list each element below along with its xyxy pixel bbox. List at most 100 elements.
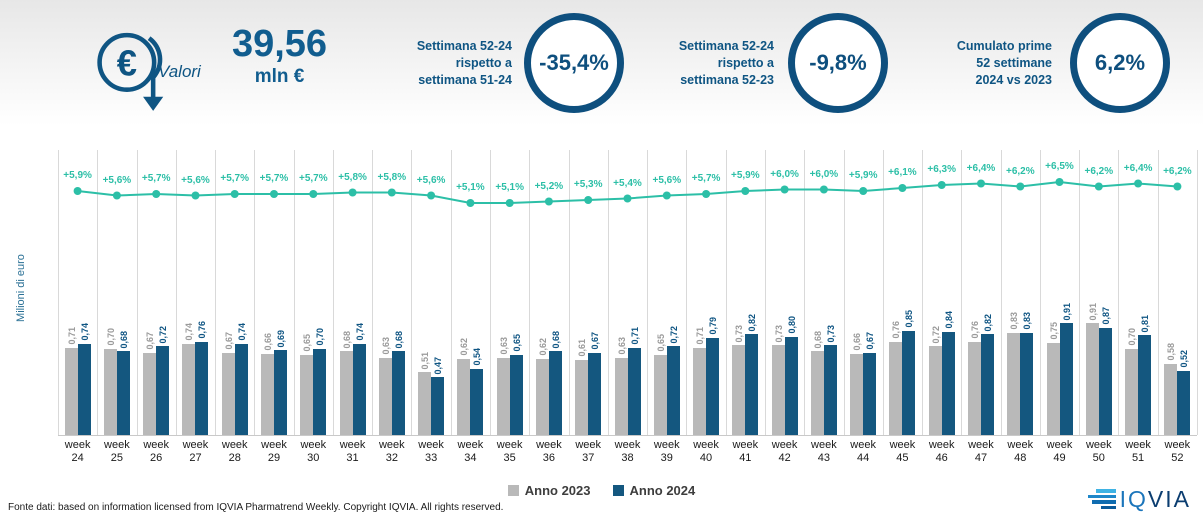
x-label-week-33: week 33 <box>418 439 444 464</box>
gridline <box>175 150 177 435</box>
x-label-week-36: week 36 <box>536 439 562 464</box>
gridline <box>1197 150 1198 435</box>
gridline <box>882 150 884 435</box>
source-note: Fonte dati: based on information license… <box>8 502 504 513</box>
gridline <box>961 150 963 435</box>
line-point <box>544 197 553 206</box>
legend-label: Anno 2023 <box>524 482 591 498</box>
x-label-week-46: week 46 <box>928 439 955 464</box>
bar-anno-2023-week-50 <box>1085 323 1099 435</box>
growth-pct-label: +5,7% <box>298 173 328 184</box>
bar-anno-2023-week-25 <box>103 348 117 435</box>
gridline <box>490 150 492 435</box>
gridline <box>647 150 649 435</box>
bar-anno-2024-week-49 <box>1059 323 1073 435</box>
gridline <box>764 150 766 435</box>
line-point <box>780 185 789 194</box>
gridline <box>568 150 570 435</box>
gridline <box>97 150 99 435</box>
growth-pct-label: +6,5% <box>1045 161 1074 172</box>
growth-line <box>73 178 1182 207</box>
bar-anno-2023-week-52 <box>1164 363 1178 435</box>
x-label-week-31: week 31 <box>339 439 366 464</box>
x-label-week-28: week 28 <box>221 439 248 464</box>
bar-anno-2024-week-38 <box>627 347 641 435</box>
valori-label: Valori <box>158 62 201 81</box>
line-point <box>1094 182 1103 191</box>
line-point <box>191 191 200 200</box>
gridline <box>1039 150 1041 435</box>
kpi-value-text: -9,8% <box>809 50 867 75</box>
line-point <box>73 187 82 195</box>
bar-anno-2024-week-30 <box>313 348 327 435</box>
line-point <box>623 194 632 203</box>
bar-anno-2023-week-44 <box>850 353 864 435</box>
bar-anno-2024-week-37 <box>588 352 602 435</box>
bar-anno-2024-week-33 <box>431 377 445 435</box>
gridline <box>529 150 531 435</box>
growth-pct-label: +5,7% <box>691 173 721 184</box>
x-label-week-24: week 24 <box>64 439 91 464</box>
gridline <box>411 150 413 435</box>
gridline <box>607 150 609 435</box>
line-point <box>977 179 985 188</box>
growth-pct-label: +6,1% <box>888 167 917 178</box>
growth-pct-label: +6,3% <box>927 164 957 175</box>
growth-pct-label: +6,2% <box>1163 165 1192 177</box>
x-label-week-37: week 37 <box>575 439 602 464</box>
growth-pct-label: +5,7% <box>141 173 171 184</box>
gridline <box>136 150 138 435</box>
x-label-week-49: week 49 <box>1046 439 1073 464</box>
bar-anno-2023-week-30 <box>300 355 314 435</box>
bar-anno-2024-week-45 <box>902 330 916 435</box>
growth-pct-label: +5,4% <box>613 177 642 189</box>
line-point <box>387 188 396 197</box>
line-point <box>1055 178 1064 186</box>
bar-anno-2023-week-26 <box>143 352 157 435</box>
plot-area: 0,71 0,74 0,70 0,68 0,67 0,72 0,74 0,76 0,67 0,74… <box>58 150 1198 436</box>
x-label-week-38: week 38 <box>614 439 641 464</box>
line-point <box>662 191 671 200</box>
bar-anno-2023-week-24 <box>64 347 78 435</box>
gridline <box>922 150 924 435</box>
line-point <box>466 199 475 207</box>
header-band: € Valori 39,56 mln € Settimana 52-24 ris… <box>0 0 1203 126</box>
line-point <box>270 190 278 198</box>
growth-pct-label: +5,6% <box>416 174 446 186</box>
bar-anno-2024-week-48 <box>1020 332 1034 435</box>
bar-anno-2023-week-29 <box>261 353 275 435</box>
bar-anno-2023-week-31 <box>339 351 353 435</box>
bar-anno-2024-week-46 <box>941 331 955 435</box>
line-point <box>741 187 750 195</box>
kpi-label-line: rispetto a <box>717 56 774 70</box>
gridline <box>332 150 334 435</box>
bar-anno-2023-week-27 <box>182 344 196 435</box>
bar-anno-2023-week-42 <box>771 345 785 435</box>
x-label-week-25: week 25 <box>104 439 130 464</box>
gridline <box>1079 150 1081 435</box>
bar-anno-2023-week-43 <box>810 351 824 435</box>
growth-pct-label: +6,0% <box>809 168 839 180</box>
line-point <box>937 181 946 189</box>
line-point <box>230 190 239 198</box>
growth-pct-label: +5,1% <box>456 182 485 193</box>
kpi-label-cumulative: Cumulato prime 52 settimane 2024 vs 2023 <box>912 38 1052 89</box>
kpi-value-cumulative: 6,2% <box>1070 13 1170 113</box>
gridline <box>372 150 374 435</box>
growth-pct-label: +5,9% <box>63 170 92 181</box>
total-unit: mln € <box>254 66 305 87</box>
x-label-week-32: week 32 <box>378 439 405 464</box>
bar-anno-2024-week-41 <box>745 334 759 435</box>
bar-anno-2024-week-24 <box>77 344 91 435</box>
gridline <box>1157 150 1159 435</box>
gridline <box>1118 150 1120 435</box>
total-value-block: 39,56 mln € <box>212 24 347 90</box>
legend-swatch-anno-2023 <box>507 484 519 496</box>
kpi-label-line: settimana 51-24 <box>418 73 512 87</box>
growth-pct-label: +5,8% <box>338 171 367 183</box>
legend-item-anno-2023: Anno 2023 <box>507 482 591 498</box>
iqvia-wordmark: IQVIA <box>1119 486 1191 512</box>
bar-anno-2023-week-47 <box>967 341 981 435</box>
line-point <box>1134 179 1143 188</box>
x-label-week-47: week 47 <box>968 439 994 464</box>
